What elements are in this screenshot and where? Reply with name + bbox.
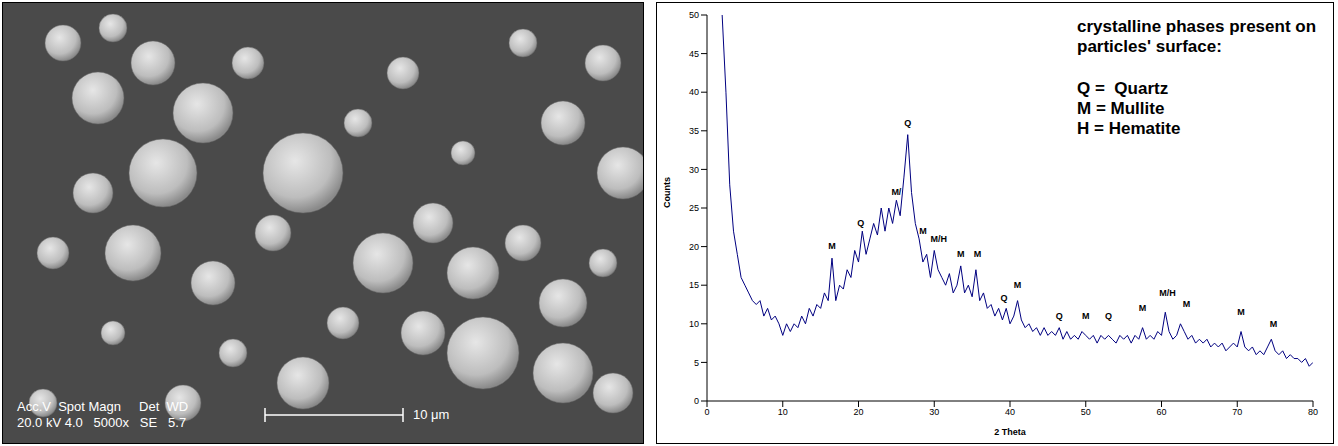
svg-text:20: 20 (853, 407, 863, 417)
svg-text:M: M (1183, 299, 1191, 309)
svg-text:30: 30 (929, 407, 939, 417)
svg-text:5: 5 (694, 358, 699, 368)
svg-text:Q: Q (857, 218, 864, 228)
svg-text:50: 50 (689, 10, 699, 20)
svg-text:M: M (1082, 311, 1090, 321)
svg-text:M: M (1014, 280, 1022, 290)
svg-text:Q: Q (1056, 311, 1063, 321)
svg-text:Q: Q (904, 118, 911, 128)
svg-text:M: M (828, 241, 836, 251)
html-text:20.0 kV 4.0 5000x SE 5.7: 20.0 kV 4.0 5000x SE 5.7 (17, 415, 187, 430)
svg-text:30: 30 (689, 165, 699, 175)
svg-text:Q: Q (1105, 311, 1112, 321)
svg-text:M: M (919, 226, 927, 236)
html-text:H = Hematite: H = Hematite (1077, 119, 1181, 138)
svg-text:40: 40 (1005, 407, 1015, 417)
svg-text:40: 40 (689, 87, 699, 97)
svg-text:10: 10 (778, 407, 788, 417)
html-text:crystalline phases present on: crystalline phases present on particles'… (1077, 17, 1316, 56)
svg-text:M/H: M/H (1159, 288, 1176, 298)
svg-text:Counts: Counts (662, 177, 672, 208)
svg-text:70: 70 (1232, 407, 1242, 417)
svg-text:M/: M/ (891, 187, 901, 197)
svg-text:45: 45 (689, 49, 699, 59)
svg-text:60: 60 (1156, 407, 1166, 417)
html-text:10 μm: 10 μm (413, 407, 450, 422)
html-text:Q = Quartz: Q = Quartz (1077, 79, 1169, 98)
svg-text:10: 10 (689, 319, 699, 329)
svg-text:35: 35 (689, 126, 699, 136)
svg-text:2 Theta: 2 Theta (994, 427, 1027, 437)
svg-text:Q: Q (1000, 293, 1007, 303)
svg-text:M: M (1270, 319, 1278, 329)
html-text:Acc.V Spot Magn Det WD: Acc.V Spot Magn Det WD (17, 399, 189, 414)
svg-text:M: M (1237, 307, 1245, 317)
svg-text:50: 50 (1081, 407, 1091, 417)
svg-text:80: 80 (1308, 407, 1318, 417)
svg-text:25: 25 (689, 203, 699, 213)
svg-text:15: 15 (689, 280, 699, 290)
svg-text:M: M (1139, 303, 1147, 313)
svg-text:0: 0 (704, 407, 709, 417)
svg-text:0: 0 (694, 396, 699, 406)
svg-text:M/H: M/H (931, 234, 948, 244)
svg-text:20: 20 (689, 242, 699, 252)
html-text:M = Mullite: M = Mullite (1077, 99, 1165, 118)
svg-text:M: M (957, 249, 965, 259)
svg-text:M: M (974, 249, 982, 259)
